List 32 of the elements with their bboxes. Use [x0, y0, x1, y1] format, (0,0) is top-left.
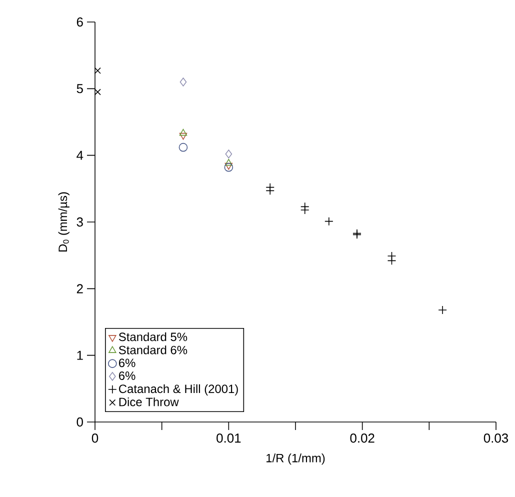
y-axis-title: D$_{0}$ (mm/µs): [58, 192, 70, 252]
y-tick-label: 3: [76, 217, 83, 227]
point: [94, 88, 101, 96]
point: [180, 78, 187, 86]
point: [387, 256, 396, 266]
point: [178, 142, 188, 152]
y-tick-label: 5: [76, 84, 83, 94]
point: [438, 306, 447, 314]
y-tick-label: 0: [76, 417, 83, 427]
x-tick-label: 0.02: [350, 434, 374, 443]
legend-label: Dice Throw: [119, 397, 179, 406]
x-tick-label: 0: [92, 434, 98, 443]
x-axis-title: 1/R (1/mm): [266, 454, 325, 465]
x-tick-label: 0.01: [216, 434, 241, 443]
point: [300, 206, 310, 214]
legend-label: Standard 5%: [118, 332, 188, 342]
point: [324, 216, 334, 226]
y-tick-label: 6: [76, 17, 83, 27]
point: [225, 150, 232, 158]
point: [179, 128, 188, 136]
y-tick-label: 1: [77, 350, 83, 360]
point: [179, 132, 188, 140]
y-tick-label: 2: [76, 284, 83, 294]
x-tick-label: 0.03: [484, 434, 508, 443]
legend-label: Catanach & Hill (2001): [119, 384, 238, 396]
legend-label: 6%: [119, 358, 136, 368]
y-tick-label: 4: [76, 150, 84, 160]
legend-label: 6%: [119, 371, 136, 380]
point: [266, 186, 275, 196]
point: [224, 158, 233, 166]
point: [94, 67, 101, 74]
legend-label: Standard 6%: [118, 346, 188, 354]
